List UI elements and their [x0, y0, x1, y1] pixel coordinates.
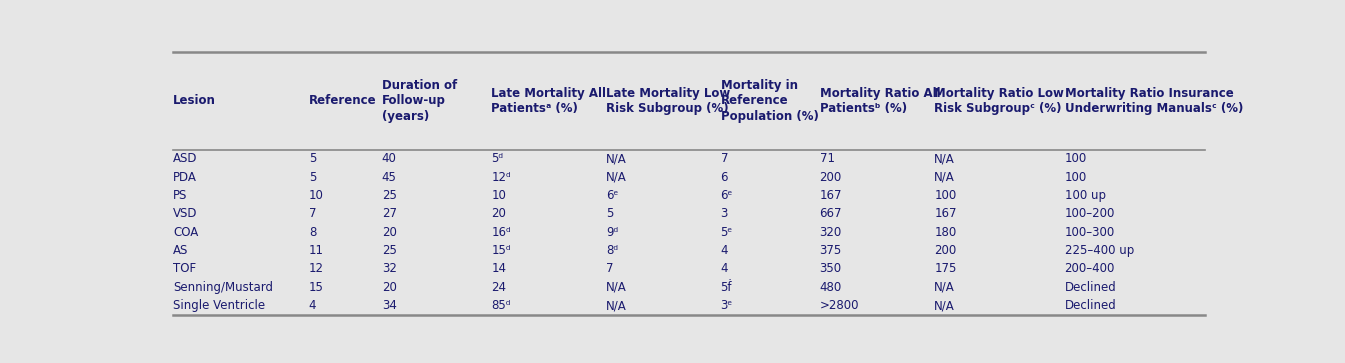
Text: N/A: N/A	[605, 152, 627, 166]
Text: >2800: >2800	[819, 299, 859, 312]
Text: Lesion: Lesion	[174, 94, 217, 107]
Text: 20: 20	[491, 207, 506, 220]
Text: 6ᵉ: 6ᵉ	[605, 189, 619, 202]
Text: 12ᵈ: 12ᵈ	[491, 171, 511, 184]
Text: 27: 27	[382, 207, 397, 220]
Text: N/A: N/A	[935, 171, 955, 184]
Text: 100: 100	[1065, 171, 1087, 184]
Text: 15ᵈ: 15ᵈ	[491, 244, 511, 257]
Text: 4: 4	[721, 262, 728, 276]
Text: Senning/Mustard: Senning/Mustard	[174, 281, 273, 294]
Text: 5: 5	[309, 171, 316, 184]
Text: COA: COA	[174, 226, 199, 239]
Text: 100 up: 100 up	[1065, 189, 1106, 202]
Text: Declined: Declined	[1065, 281, 1116, 294]
Text: 167: 167	[819, 189, 842, 202]
Text: 100–200: 100–200	[1065, 207, 1115, 220]
Text: Mortality Ratio Low
Risk Subgroupᶜ (%): Mortality Ratio Low Risk Subgroupᶜ (%)	[935, 87, 1064, 115]
Text: Mortality Ratio All
Patientsᵇ (%): Mortality Ratio All Patientsᵇ (%)	[819, 87, 940, 115]
Text: 3: 3	[721, 207, 728, 220]
Text: 25: 25	[382, 244, 397, 257]
Text: 6ᵉ: 6ᵉ	[721, 189, 733, 202]
Text: 5: 5	[605, 207, 613, 220]
Text: 4: 4	[721, 244, 728, 257]
Text: 45: 45	[382, 171, 397, 184]
Text: 167: 167	[935, 207, 956, 220]
Text: N/A: N/A	[605, 299, 627, 312]
Text: 4: 4	[309, 299, 316, 312]
Text: 32: 32	[382, 262, 397, 276]
Text: Mortality Ratio Insurance
Underwriting Manualsᶜ (%): Mortality Ratio Insurance Underwriting M…	[1065, 87, 1243, 115]
Text: VSD: VSD	[174, 207, 198, 220]
Text: 14: 14	[491, 262, 506, 276]
Text: 8ᵈ: 8ᵈ	[605, 244, 619, 257]
Text: 667: 667	[819, 207, 842, 220]
Text: 200: 200	[819, 171, 842, 184]
Text: Late Mortality All
Patientsᵃ (%): Late Mortality All Patientsᵃ (%)	[491, 87, 607, 115]
Text: Mortality in
Reference
Population (%): Mortality in Reference Population (%)	[721, 79, 819, 123]
Text: 100: 100	[935, 189, 956, 202]
Text: ASD: ASD	[174, 152, 198, 166]
Text: 6: 6	[721, 171, 728, 184]
Text: 5ḟ: 5ḟ	[721, 281, 732, 294]
Text: Single Ventricle: Single Ventricle	[174, 299, 265, 312]
Text: 7: 7	[309, 207, 316, 220]
Text: N/A: N/A	[935, 152, 955, 166]
Text: 100: 100	[1065, 152, 1087, 166]
Text: N/A: N/A	[605, 171, 627, 184]
Text: Declined: Declined	[1065, 299, 1116, 312]
Text: 225–400 up: 225–400 up	[1065, 244, 1134, 257]
Text: 175: 175	[935, 262, 956, 276]
Text: 24: 24	[491, 281, 506, 294]
Text: 200–400: 200–400	[1065, 262, 1115, 276]
Text: 71: 71	[819, 152, 835, 166]
Text: 200: 200	[935, 244, 956, 257]
Text: PS: PS	[174, 189, 188, 202]
Text: 3ᵉ: 3ᵉ	[721, 299, 733, 312]
Text: 15: 15	[309, 281, 324, 294]
Text: 20: 20	[382, 226, 397, 239]
Text: 10: 10	[309, 189, 324, 202]
Text: 7: 7	[605, 262, 613, 276]
Text: 40: 40	[382, 152, 397, 166]
Text: 25: 25	[382, 189, 397, 202]
Text: 10: 10	[491, 189, 506, 202]
Text: 5ᵉ: 5ᵉ	[721, 226, 733, 239]
Text: 100–300: 100–300	[1065, 226, 1115, 239]
Text: 20: 20	[382, 281, 397, 294]
Text: 5: 5	[309, 152, 316, 166]
Text: 11: 11	[309, 244, 324, 257]
Text: 12: 12	[309, 262, 324, 276]
Text: AS: AS	[174, 244, 188, 257]
Text: Reference: Reference	[309, 94, 377, 107]
Text: TOF: TOF	[174, 262, 196, 276]
Text: Duration of
Follow-up
(years): Duration of Follow-up (years)	[382, 79, 457, 123]
Text: PDA: PDA	[174, 171, 198, 184]
Text: 180: 180	[935, 226, 956, 239]
Text: 375: 375	[819, 244, 842, 257]
Text: 5ᵈ: 5ᵈ	[491, 152, 503, 166]
Text: 9ᵈ: 9ᵈ	[605, 226, 619, 239]
Text: 320: 320	[819, 226, 842, 239]
Text: 350: 350	[819, 262, 842, 276]
Text: 480: 480	[819, 281, 842, 294]
Text: 85ᵈ: 85ᵈ	[491, 299, 511, 312]
Text: N/A: N/A	[605, 281, 627, 294]
Text: N/A: N/A	[935, 299, 955, 312]
Text: 34: 34	[382, 299, 397, 312]
Text: 16ᵈ: 16ᵈ	[491, 226, 511, 239]
Text: N/A: N/A	[935, 281, 955, 294]
Text: 8: 8	[309, 226, 316, 239]
Text: Late Mortality Low
Risk Subgroup (%): Late Mortality Low Risk Subgroup (%)	[605, 87, 730, 115]
Text: 7: 7	[721, 152, 728, 166]
